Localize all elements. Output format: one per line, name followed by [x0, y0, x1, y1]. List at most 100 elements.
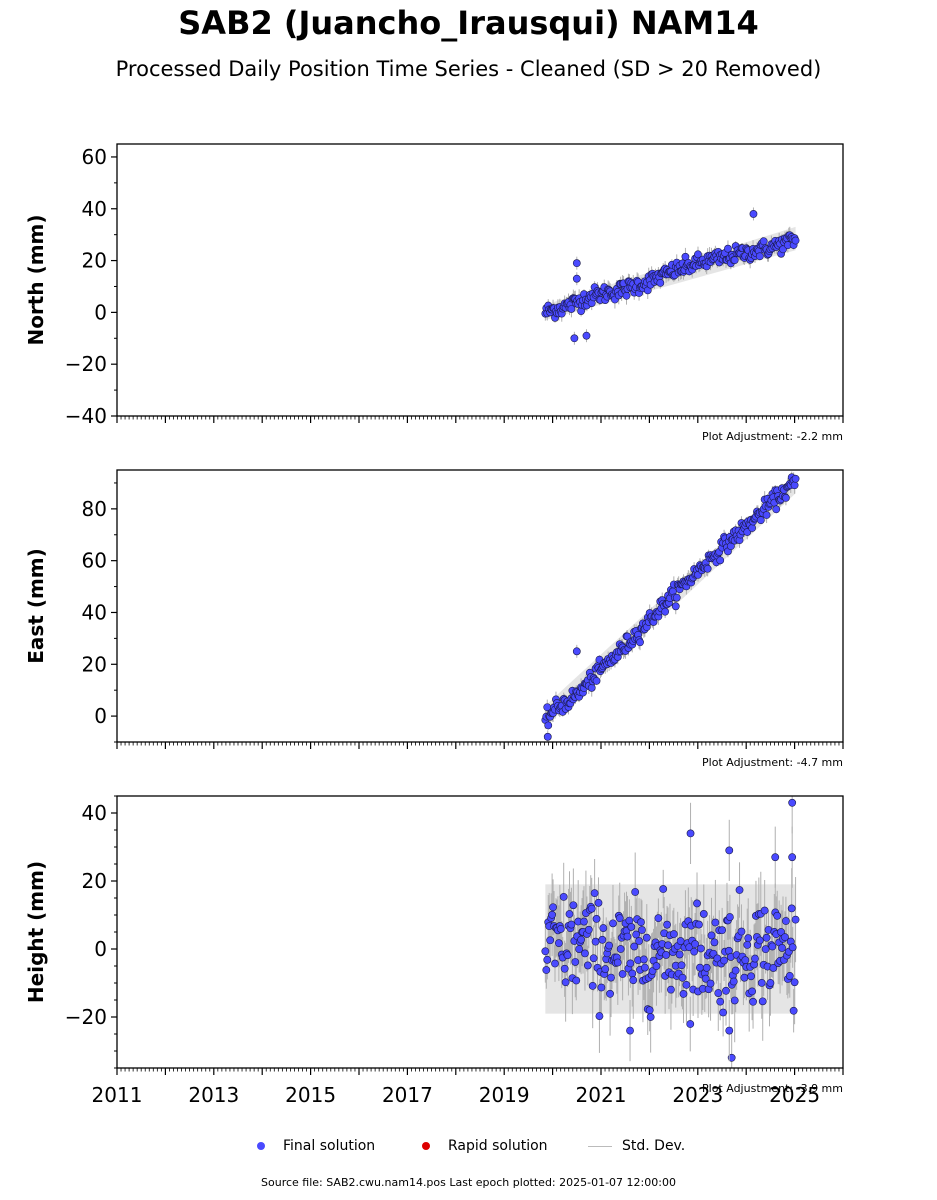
data-point — [714, 989, 723, 997]
data-point — [707, 931, 716, 940]
data-point — [662, 951, 671, 959]
source-footer: Source file: SAB2.cwu.nam14.pos Last epo… — [261, 1176, 676, 1189]
data-point — [636, 638, 644, 647]
data-point — [693, 899, 701, 908]
x-tick-label: 2019 — [479, 1083, 530, 1107]
data-point — [711, 918, 720, 927]
data-point — [686, 1020, 695, 1028]
data-point — [788, 943, 797, 952]
data-point — [706, 979, 715, 988]
data-point — [616, 945, 625, 953]
data-point — [789, 1006, 798, 1015]
data-point — [682, 980, 691, 989]
data-point — [696, 944, 705, 953]
data-point — [561, 978, 570, 987]
data-point — [724, 244, 732, 253]
data-point — [595, 1012, 604, 1020]
data-point — [560, 964, 569, 973]
y-tick-label: 20 — [82, 869, 107, 893]
data-point — [622, 291, 631, 300]
y-tick-label: 20 — [82, 249, 107, 273]
data-point — [551, 959, 559, 968]
data-point — [703, 564, 712, 573]
plot-frame — [116, 469, 844, 743]
data-point — [654, 914, 663, 923]
data-point — [702, 963, 711, 972]
data-point — [627, 923, 636, 931]
rapid-solution-marker-icon — [422, 1142, 430, 1150]
y-tick-label: 60 — [82, 145, 107, 169]
data-point — [581, 949, 589, 958]
data-point — [743, 940, 752, 949]
y-tick-label: 0 — [94, 300, 107, 324]
outlier-point — [725, 846, 734, 855]
y-tick-label: 0 — [94, 937, 107, 961]
legend-rapid-label: Rapid solution — [448, 1138, 548, 1154]
data-point — [623, 932, 632, 941]
data-point — [766, 979, 775, 987]
data-point — [556, 925, 565, 933]
legend: Final solution Rapid solution Std. Dev. — [0, 1138, 937, 1158]
data-point — [543, 955, 552, 964]
data-point — [791, 236, 800, 245]
data-point — [588, 981, 597, 990]
data-point — [716, 997, 725, 1006]
data-point — [592, 915, 601, 923]
data-point — [664, 941, 672, 950]
data-point — [656, 278, 665, 287]
data-point — [597, 983, 606, 992]
data-point — [632, 930, 641, 939]
x-tick-label: 2021 — [576, 1083, 627, 1107]
data-point — [756, 516, 765, 525]
plot-adjustment-note: Plot Adjustment: -3.9 mm — [702, 1082, 843, 1095]
data-point — [672, 593, 681, 602]
data-point — [601, 965, 610, 973]
legend-rapid: Rapid solution — [422, 1138, 548, 1154]
outlier-point — [582, 331, 591, 340]
data-point — [741, 956, 750, 965]
final-solution-marker-icon — [257, 1142, 265, 1150]
data-point — [661, 607, 670, 616]
data-point — [790, 978, 799, 987]
data-point — [580, 917, 588, 926]
data-point — [628, 969, 637, 978]
data-point — [757, 979, 766, 987]
data-point — [679, 990, 688, 998]
legend-final: Final solution — [257, 1138, 375, 1154]
data-point — [762, 933, 771, 942]
data-point — [669, 930, 678, 938]
data-point — [542, 966, 551, 974]
y-tick-label: 80 — [82, 497, 107, 521]
data-point — [791, 915, 800, 924]
plot-area — [541, 796, 800, 1068]
data-point — [755, 936, 764, 945]
data-point — [637, 918, 645, 927]
data-point — [722, 986, 730, 995]
data-point — [587, 904, 596, 913]
data-point — [630, 942, 639, 951]
data-point — [583, 961, 592, 970]
data-point — [718, 926, 727, 935]
data-point — [607, 973, 615, 982]
data-point — [598, 935, 607, 944]
data-point — [758, 997, 767, 1006]
data-point — [676, 937, 685, 945]
data-point — [751, 954, 759, 963]
data-point — [565, 910, 574, 918]
data-point — [678, 973, 687, 982]
data-point — [646, 1013, 655, 1021]
data-point — [605, 941, 614, 950]
data-point — [735, 886, 744, 894]
data-point — [781, 933, 789, 942]
data-point — [590, 889, 599, 898]
data-point — [577, 935, 585, 944]
outlier-point — [788, 853, 797, 862]
data-point — [587, 683, 596, 692]
data-point — [748, 524, 756, 532]
data-point — [716, 556, 725, 565]
data-point — [744, 934, 753, 943]
data-point — [592, 676, 601, 685]
data-point — [594, 898, 603, 907]
data-point — [677, 961, 686, 970]
plot-adjustment-note: Plot Adjustment: -2.2 mm — [702, 430, 843, 443]
